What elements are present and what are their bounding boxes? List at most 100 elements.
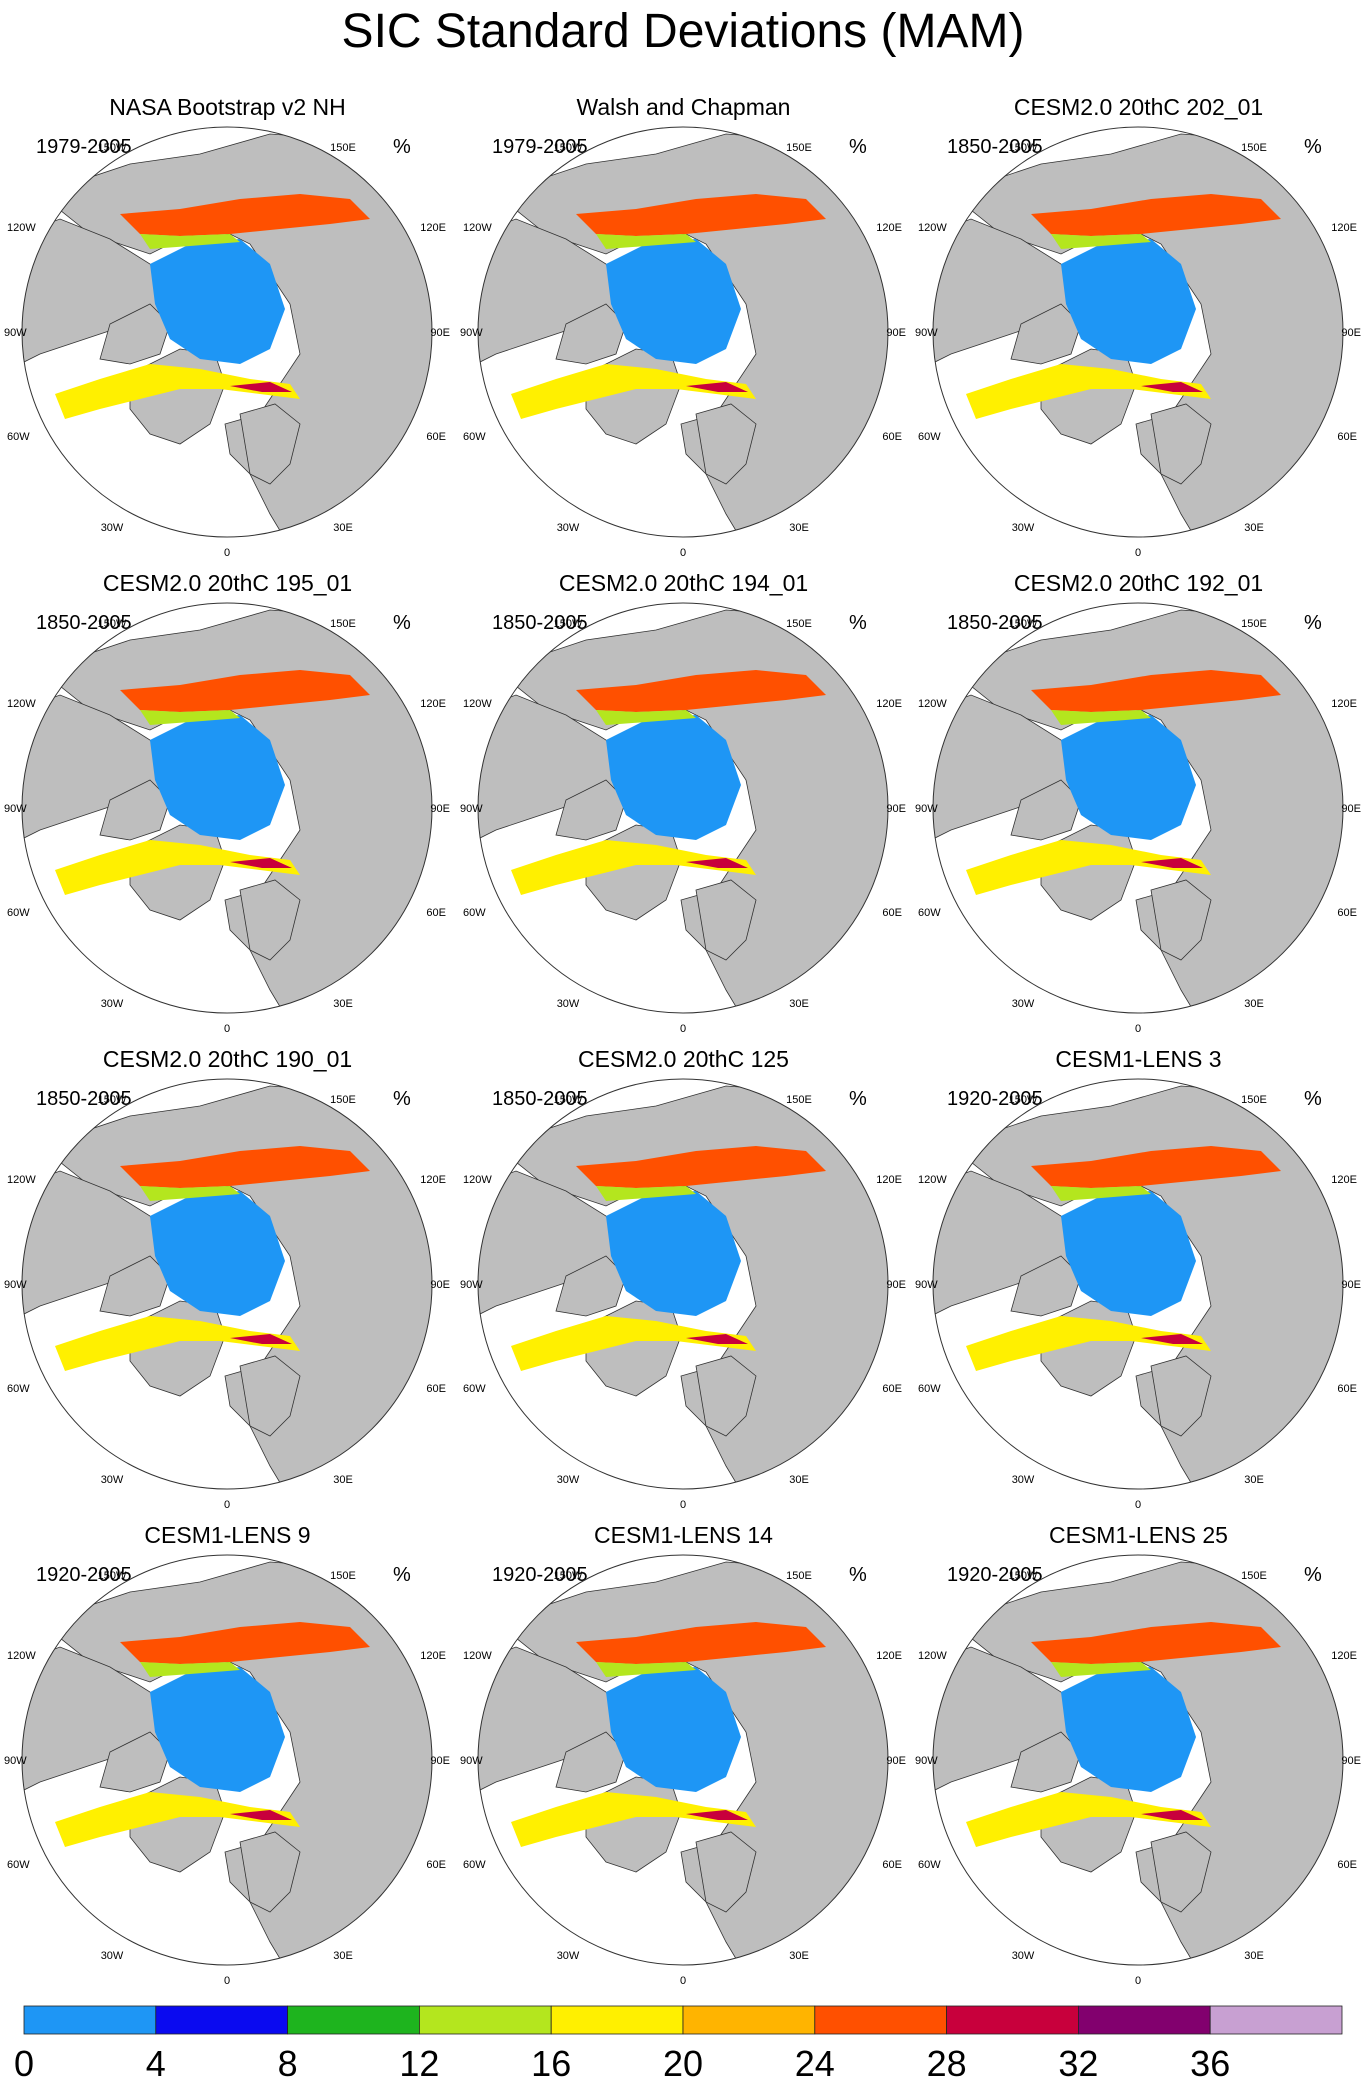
lon-label: 90E (886, 1755, 906, 1767)
lon-label: 120E (876, 1650, 902, 1662)
lon-label: 60W (463, 431, 486, 443)
lon-label: 180 (1129, 124, 1147, 127)
lon-label: 120W (918, 1650, 947, 1662)
panel-unit: % (1304, 1564, 1322, 1586)
panel-title: CESM2.0 20thC 202_01 (1013, 94, 1264, 120)
lon-label: 150W (1009, 618, 1038, 630)
ice-band-pacific-edge (596, 710, 696, 725)
ice-central-arctic (606, 239, 741, 364)
lon-label: 30W (1012, 1474, 1035, 1486)
ice-central-arctic (1061, 239, 1196, 364)
polar-map: 180 150W 150E 120W 120E 90W 90E 60W 60E … (915, 1552, 1361, 1987)
lon-label: 150E (786, 142, 812, 154)
lon-label: 120E (1331, 1650, 1357, 1662)
lon-label: 150E (786, 1570, 812, 1582)
map-panel-6: CESM2.0 20thC 192_01 1850-2005 % (911, 570, 1366, 1045)
colorbar: 0 4 8 12 16 20 24 28 32 36 (14, 2005, 1343, 2082)
lon-label: 60W (918, 907, 941, 919)
lon-label: 120E (1331, 1174, 1357, 1186)
colorbar-tick-label: 36 (1190, 2043, 1230, 2082)
colorbar-tick-label: 24 (795, 2043, 835, 2082)
lon-label: 90E (1341, 803, 1361, 815)
lon-label: 90E (1341, 1279, 1361, 1291)
lon-label: 90W (460, 327, 483, 339)
lon-label: 60W (918, 1859, 941, 1871)
lon-label: 150W (1009, 1094, 1038, 1106)
lon-label: 120W (7, 222, 36, 234)
ice-band-pacific-edge (140, 710, 240, 725)
ice-band-pacific (1031, 1622, 1281, 1664)
lon-label: 150E (1241, 142, 1267, 154)
lon-label: 180 (218, 600, 236, 603)
map-boundary (477, 602, 889, 1014)
lon-label: 120W (918, 222, 947, 234)
ice-band-atlantic-core (230, 858, 292, 868)
ice-central-arctic (606, 1667, 741, 1792)
lon-label: 60E (1337, 431, 1357, 443)
lon-label: 90W (915, 1279, 938, 1291)
lon-label: 60W (7, 1859, 30, 1871)
ice-band-pacific-edge (1051, 1662, 1151, 1677)
panel-unit: % (1304, 1088, 1322, 1110)
lon-label: 90W (4, 1279, 27, 1291)
lon-label: 180 (1129, 1076, 1147, 1079)
lon-label: 120E (1331, 698, 1357, 710)
lon-label: 180 (674, 600, 692, 603)
land-scandinavia (695, 403, 757, 485)
map-panel-8: CESM2.0 20thC 125 1850-2005 % (456, 1046, 911, 1521)
lon-label: 30W (557, 1950, 580, 1962)
lon-label: 30E (789, 998, 809, 1010)
lon-label: 150E (1241, 1570, 1267, 1582)
polar-map: 180 150W 150E 120W 120E 90W 90E 60W 60E … (4, 1552, 450, 1987)
colorbar-tick-label: 28 (927, 2043, 967, 2082)
map-panel-3: CESM2.0 20thC 202_01 1850-2005 % (911, 94, 1366, 569)
panel-period: 1850-2005 (36, 612, 132, 634)
map-boundary (21, 602, 433, 1014)
lon-label: 150W (554, 142, 583, 154)
lon-label: 180 (674, 1552, 692, 1555)
ice-band-atlantic (55, 364, 300, 419)
lon-label: 180 (674, 1076, 692, 1079)
figure-title: SIC Standard Deviations (MAM) (341, 5, 1025, 58)
panel-period: 1979-2005 (36, 136, 132, 158)
lon-label: 90E (430, 1279, 450, 1291)
panel-unit: % (849, 136, 867, 158)
colorbar-tick-label: 16 (531, 2043, 571, 2082)
lon-label: 30E (1244, 998, 1264, 1010)
land-canadian-archipelago (555, 1255, 627, 1317)
lon-label: 60E (1337, 907, 1357, 919)
ice-band-atlantic-core (686, 1334, 748, 1344)
lon-label: 120W (463, 222, 492, 234)
lon-label: 180 (218, 1076, 236, 1079)
panel-title: CESM2.0 20thC 195_01 (102, 570, 353, 596)
map-panel-7: CESM2.0 20thC 190_01 1850-2005 % (0, 1046, 455, 1521)
lon-label: 60E (426, 1859, 446, 1871)
land-canadian-archipelago (555, 1731, 627, 1793)
ice-band-atlantic (55, 840, 300, 895)
lon-label: 90W (4, 1755, 27, 1767)
lon-label: 120E (420, 1174, 446, 1186)
land-canadian-archipelago (555, 303, 627, 365)
panel-title: Walsh and Chapman (576, 94, 791, 120)
panel-period: 1920-2005 (947, 1564, 1043, 1586)
ice-central-arctic (150, 1191, 285, 1316)
panel-period: 1850-2005 (947, 612, 1043, 634)
lon-label: 30E (333, 998, 353, 1010)
lon-label: 90W (915, 327, 938, 339)
colorbar-tick-label: 20 (663, 2043, 703, 2082)
panel-title: CESM1-LENS 9 (144, 1522, 311, 1548)
land-scandinavia (1150, 1831, 1212, 1913)
colorbar-tick-label: 8 (278, 2043, 298, 2082)
lon-label: 150W (98, 1570, 127, 1582)
lon-label: 90W (915, 803, 938, 815)
land-canadian-archipelago (99, 779, 171, 841)
ice-band-atlantic (966, 840, 1211, 895)
ice-band-pacific (576, 670, 826, 712)
ice-band-atlantic (511, 1792, 756, 1847)
ice-band-pacific-edge (140, 234, 240, 249)
ice-band-pacific (1031, 194, 1281, 236)
ice-band-atlantic (55, 1792, 300, 1847)
lon-label: 0 (1135, 1975, 1141, 1987)
lon-label: 150W (98, 618, 127, 630)
lon-label: 30W (557, 998, 580, 1010)
